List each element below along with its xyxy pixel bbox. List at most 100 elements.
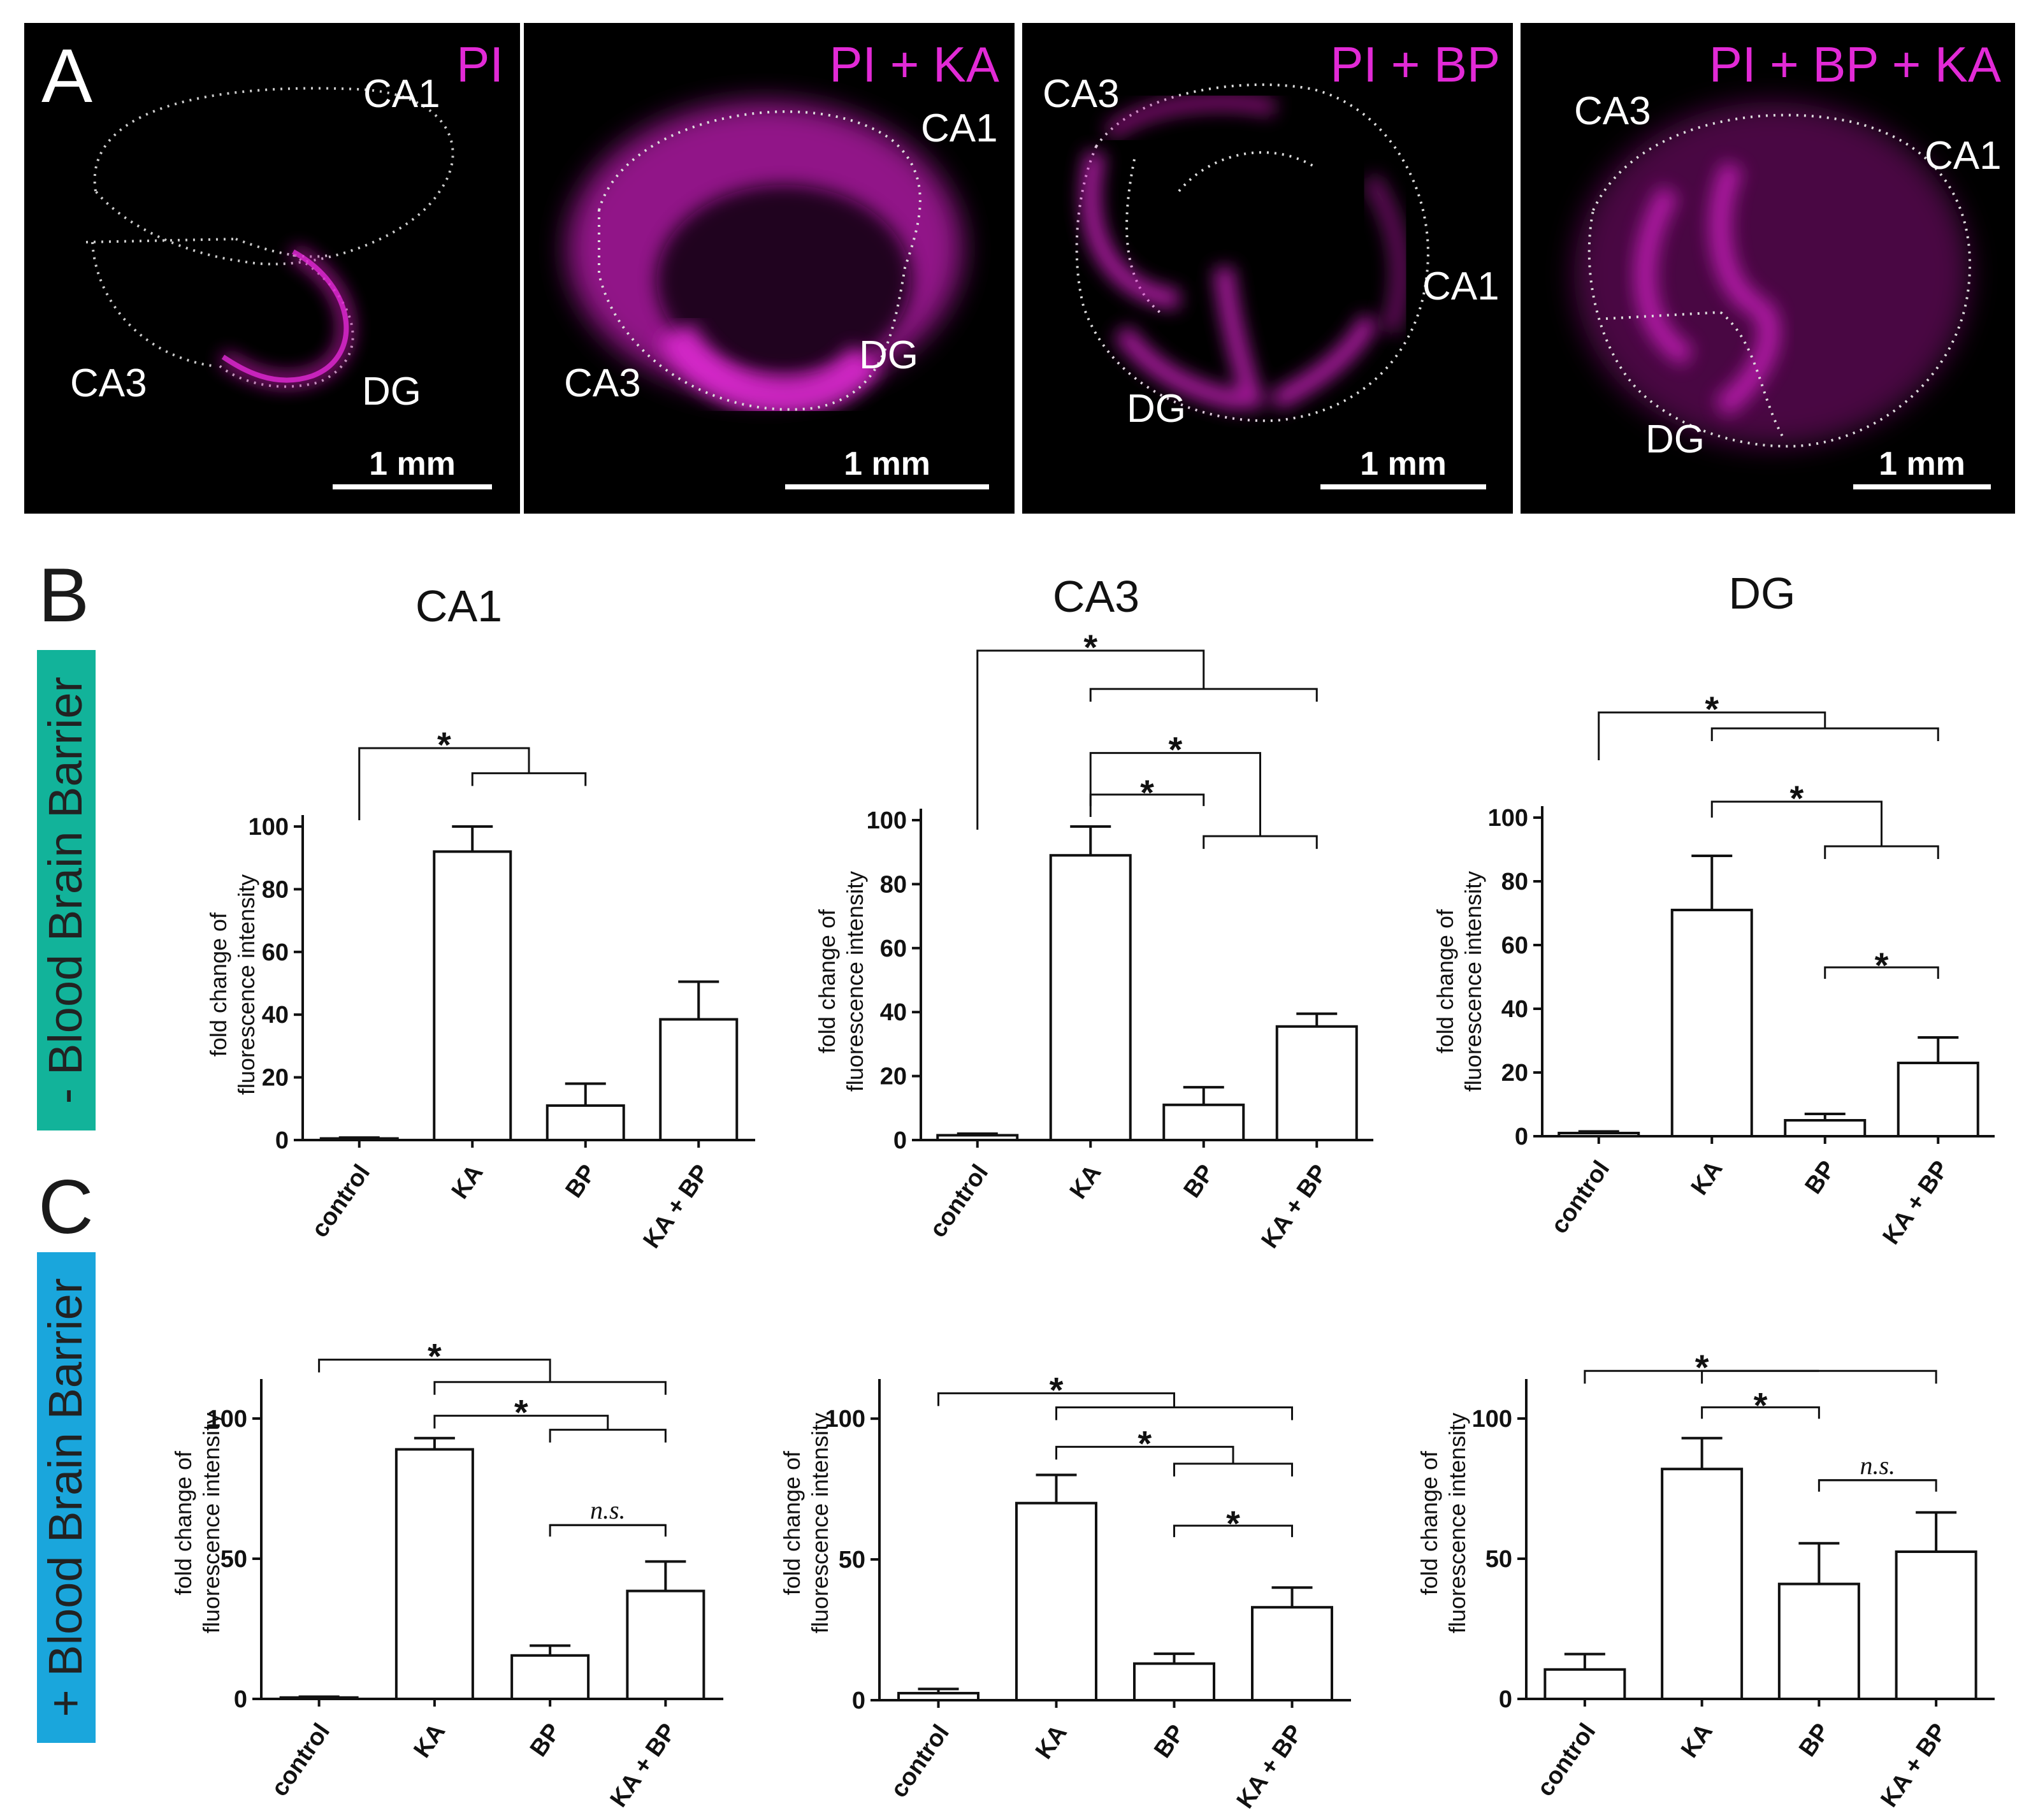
bar-ka — [1049, 854, 1132, 1141]
category-label: KA + BP — [605, 1719, 682, 1812]
bar-ka-bp — [626, 1589, 705, 1701]
significance-bracket: * — [1710, 778, 1939, 859]
significance-bracket: * — [1055, 1423, 1293, 1477]
y-tick-label: 100 — [825, 1406, 865, 1433]
y-tick-label: 50 — [839, 1547, 865, 1573]
bar-bp — [1784, 1119, 1867, 1138]
micrograph-4-region-2: CA1 — [1925, 134, 2002, 178]
charts-layer: 0 20 40 60 80 100 control KA BP KA + BP CA1 fold ch… — [170, 568, 1995, 1814]
significance-bracket: * — [1089, 772, 1205, 812]
bar-ka — [394, 1448, 474, 1700]
category-label: KA — [447, 1160, 489, 1204]
chart-1: 0 20 40 60 80 100 control KA BP KA + BP CA1 fold ch… — [205, 581, 755, 1253]
significance-bracket: * — [358, 725, 587, 821]
y-axis-label: fold change offluorescence intensity — [814, 871, 868, 1092]
bar-control — [897, 1691, 979, 1702]
category-label: control — [266, 1719, 335, 1802]
micrograph-panel-2: CA1 CA3 DG PI + KA 1 mm — [524, 23, 1015, 514]
significance-star: * — [1083, 627, 1097, 667]
micrograph-4-region-1: CA3 — [1574, 89, 1651, 133]
y-tick-label: 80 — [880, 871, 907, 898]
y-axis-label: fold change offluorescence intensity — [205, 874, 259, 1095]
category-label: control — [886, 1720, 955, 1803]
panel-letter-a: A — [41, 33, 92, 119]
bar-ka-bp — [1895, 1550, 1977, 1700]
bar-ka — [1015, 1501, 1097, 1702]
significance-star: * — [514, 1392, 528, 1433]
bar-ka-bp — [1251, 1606, 1333, 1701]
scale-bar-label-2: 1 mm — [844, 445, 930, 482]
micrograph-1-region-3: DG — [362, 370, 421, 414]
micrograph-2-region-1: CA1 — [921, 106, 998, 150]
category-label: control — [307, 1160, 375, 1243]
micrograph-1-region-1: CA1 — [363, 72, 440, 116]
y-tick-label: 0 — [1499, 1686, 1512, 1713]
significance-bracket: * — [1598, 689, 1939, 760]
significance-bracket: * — [1089, 730, 1318, 849]
y-tick-label: 0 — [275, 1127, 289, 1154]
significance-star: * — [1789, 778, 1803, 818]
micrograph-3-region-3: DG — [1127, 387, 1186, 431]
significance-bracket: * — [1701, 1385, 1820, 1425]
chart-4: 0 50 100 control KA BP KA + BP fold change offl… — [170, 1336, 723, 1812]
y-tick-label: 80 — [262, 876, 289, 903]
y-tick-label: 100 — [867, 807, 907, 834]
chart-title: CA3 — [1053, 572, 1139, 621]
chart-title: DG — [1729, 568, 1796, 618]
y-tick-label: 0 — [1515, 1123, 1528, 1150]
micrograph-panel-3: CA3 CA1 DG PI + BP 1 mm — [1022, 23, 1513, 514]
y-tick-label: 40 — [1501, 996, 1528, 1023]
significance-bracket: * — [1173, 1503, 1293, 1543]
category-label: BP — [1178, 1160, 1220, 1202]
y-tick-label: 100 — [1488, 805, 1528, 832]
significance-bracket: n.s. — [1818, 1451, 1937, 1492]
bar-control — [1543, 1668, 1626, 1701]
significance-bracket: * — [318, 1336, 667, 1395]
y-tick-label: 50 — [1485, 1546, 1512, 1573]
y-tick-label: 100 — [1472, 1406, 1512, 1433]
bar-control — [936, 1134, 1019, 1141]
category-label: KA — [1686, 1156, 1728, 1200]
category-label: control — [1546, 1156, 1615, 1239]
bar-ka-bp — [659, 1018, 739, 1141]
ns-label: n.s. — [590, 1496, 626, 1524]
side-label-minus-bbb: - Blood Brain Barrier — [37, 650, 96, 1130]
category-label: KA + BP — [1875, 1719, 1952, 1812]
y-tick-label: 100 — [207, 1406, 247, 1433]
bar-control — [1557, 1132, 1640, 1138]
micrograph-2-region-2: CA3 — [564, 361, 641, 405]
chart-5: 0 50 100 control KA BP KA + BP fold change offl… — [779, 1369, 1351, 1814]
micrograph-2-region-3: DG — [859, 333, 918, 377]
category-label: KA — [408, 1719, 451, 1763]
y-tick-label: 0 — [893, 1127, 907, 1154]
category-label: KA — [1065, 1160, 1107, 1204]
category-label: BP — [525, 1719, 567, 1761]
bar-ka-bp — [1897, 1062, 1979, 1138]
bar-ka — [1670, 909, 1753, 1138]
micrograph-3-region-2: CA1 — [1422, 264, 1500, 308]
y-tick-label: 60 — [262, 939, 289, 966]
significance-star: * — [1050, 1369, 1064, 1410]
chart-2: 0 20 40 60 80 100 control KA BP KA + BP CA3 fold ch… — [814, 572, 1373, 1253]
significance-star: * — [1705, 689, 1719, 729]
category-label: control — [1532, 1719, 1601, 1802]
category-label: KA + BP — [638, 1160, 714, 1253]
significance-star: * — [1695, 1347, 1709, 1387]
micrograph-panel-1: CA1 CA3 DG PI 1 mm A — [24, 23, 520, 514]
chart-title: CA1 — [416, 581, 502, 631]
micrograph-4-condition: PI + BP + KA — [1709, 36, 2001, 92]
bar-ka — [1661, 1468, 1744, 1700]
y-axis-label: fold change offluorescence intensity — [1432, 871, 1486, 1092]
significance-star: * — [1875, 945, 1889, 985]
category-label: control — [925, 1160, 994, 1243]
category-label: KA — [1030, 1720, 1073, 1764]
category-label: BP — [1794, 1719, 1835, 1761]
panel-letter-b: B — [38, 552, 89, 638]
significance-star: * — [437, 725, 451, 765]
micrograph-panel-4: CA3 CA1 DG PI + BP + KA 1 mm — [1521, 23, 2015, 514]
scale-bar-label-3: 1 mm — [1360, 445, 1447, 482]
bar-bp — [1133, 1662, 1215, 1702]
significance-star: * — [428, 1336, 442, 1376]
y-tick-label: 40 — [880, 999, 907, 1026]
